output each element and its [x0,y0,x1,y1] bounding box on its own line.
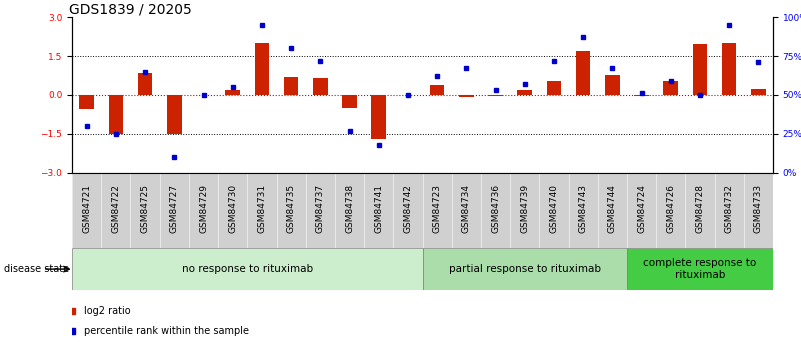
Bar [284,77,299,95]
Text: GSM84731: GSM84731 [257,184,267,233]
Text: percentile rank within the sample: percentile rank within the sample [84,326,249,336]
Bar [546,81,562,95]
Text: partial response to rituximab: partial response to rituximab [449,264,601,274]
Text: GSM84744: GSM84744 [608,184,617,233]
Bar [167,95,182,134]
Text: GSM84732: GSM84732 [725,184,734,233]
Bar [225,90,240,95]
Text: log2 ratio: log2 ratio [84,306,131,315]
Bar [517,90,532,95]
Text: GSM84741: GSM84741 [374,184,383,233]
Text: GSM84740: GSM84740 [549,184,558,233]
Bar [372,95,386,139]
Bar [627,248,773,290]
Text: GSM84726: GSM84726 [666,184,675,233]
Bar [722,43,736,95]
Text: GSM84738: GSM84738 [345,184,354,233]
Bar [423,248,627,290]
Text: GSM84729: GSM84729 [199,184,208,233]
Bar [313,78,328,95]
Text: GSM84723: GSM84723 [433,184,441,233]
Bar [459,95,473,97]
Text: GSM84737: GSM84737 [316,184,325,233]
Text: GSM84743: GSM84743 [578,184,588,233]
Bar [342,95,356,108]
Text: GSM84742: GSM84742 [404,184,413,233]
Bar [576,51,590,95]
Bar [109,95,123,134]
Bar [634,95,649,96]
Text: GSM84727: GSM84727 [170,184,179,233]
Text: GSM84735: GSM84735 [287,184,296,233]
Text: disease state: disease state [4,264,69,274]
Text: GSM84734: GSM84734 [462,184,471,233]
Bar [72,248,423,290]
Text: GSM84736: GSM84736 [491,184,500,233]
Bar [663,81,678,95]
Bar [693,45,707,95]
Bar [489,95,503,96]
Bar [751,89,766,95]
Bar [255,43,269,95]
Text: GSM84728: GSM84728 [695,184,704,233]
Text: complete response to
rituximab: complete response to rituximab [643,258,757,280]
Text: GDS1839 / 20205: GDS1839 / 20205 [69,2,191,16]
Bar [605,76,620,95]
Bar [79,95,94,109]
Text: GSM84725: GSM84725 [141,184,150,233]
Bar [430,85,445,95]
Text: GSM84722: GSM84722 [111,184,120,233]
Text: GSM84730: GSM84730 [228,184,237,233]
Text: GSM84724: GSM84724 [637,184,646,233]
Text: no response to rituximab: no response to rituximab [182,264,313,274]
Text: GSM84733: GSM84733 [754,184,763,233]
Text: GSM84721: GSM84721 [83,184,91,233]
Text: GSM84739: GSM84739 [520,184,529,233]
Bar [138,73,152,95]
